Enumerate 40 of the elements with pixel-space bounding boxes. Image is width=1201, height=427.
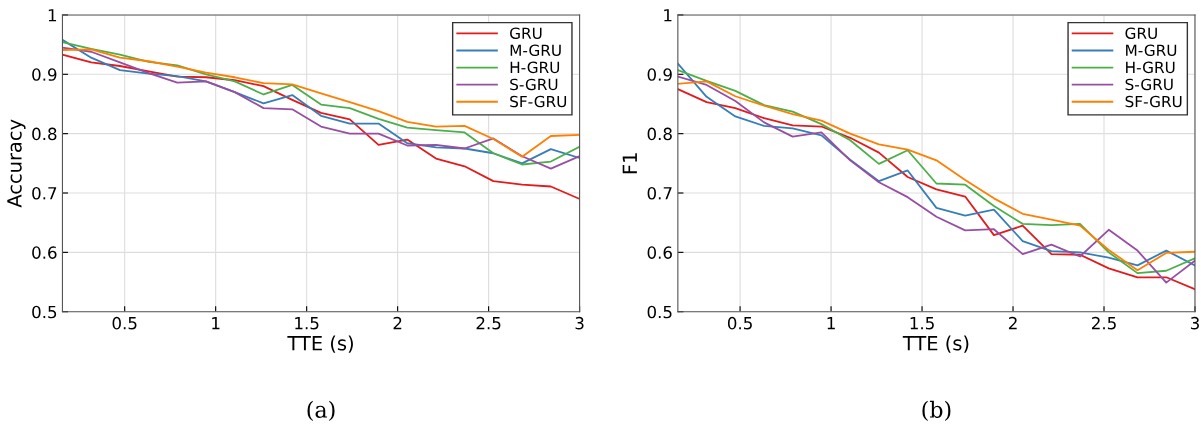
y-axis-title: F1 xyxy=(622,153,637,174)
legend-label: GRU xyxy=(1125,27,1157,39)
text: (a) xyxy=(307,400,335,422)
y-tick-label: 0.6 xyxy=(32,246,57,259)
x-tick-label: 3 xyxy=(575,316,584,330)
x-axis-title: TTE (s) xyxy=(902,335,969,353)
legend-label: M-GRU xyxy=(1126,44,1177,57)
y-tick-label: 0.8 xyxy=(647,127,672,141)
x-tick-label: 2.5 xyxy=(476,316,501,330)
x-axis-title: TTE (s) xyxy=(287,335,353,353)
legend-label: H-GRU xyxy=(1126,61,1175,74)
y-tick-label: 0.8 xyxy=(32,127,57,141)
text: (b) xyxy=(922,400,951,422)
x-tick-label: 1 xyxy=(212,317,220,330)
legend-label: S-GRU xyxy=(510,78,558,91)
y-tick-label: 0.5 xyxy=(32,305,57,319)
legend-label: H-GRU xyxy=(510,61,560,74)
legend-label: S-GRU xyxy=(1125,78,1173,91)
y-tick-label: 0.7 xyxy=(32,186,57,200)
x-tick-label: 2 xyxy=(393,316,402,330)
y-tick-label: 1 xyxy=(664,9,672,22)
x-tick-label: 3 xyxy=(1190,316,1199,330)
x-tick-label: 2.5 xyxy=(1091,316,1116,330)
legend-label: M-GRU xyxy=(510,44,561,57)
y-tick-label: 0.5 xyxy=(647,305,672,319)
y-tick-label: 1 xyxy=(48,9,57,22)
y-tick-label: 0.6 xyxy=(647,246,672,259)
legend-label: GRU xyxy=(510,27,542,39)
y-tick-label: 0.9 xyxy=(32,68,57,81)
x-tick-label: 0.5 xyxy=(727,316,752,330)
y-tick-label: 0.7 xyxy=(647,186,672,200)
legend-label: SF-GRU xyxy=(510,95,567,108)
legend-label: SF-GRU xyxy=(1125,95,1182,108)
x-tick-label: 2 xyxy=(1008,316,1017,330)
x-tick-label: 1.5 xyxy=(910,317,934,330)
x-tick-label: 0.5 xyxy=(112,316,137,330)
y-axis-title: Accuracy xyxy=(7,119,26,208)
x-tick-label: 1.5 xyxy=(295,317,319,330)
x-tick-label: 1 xyxy=(827,317,835,330)
y-tick-label: 0.9 xyxy=(647,68,672,81)
